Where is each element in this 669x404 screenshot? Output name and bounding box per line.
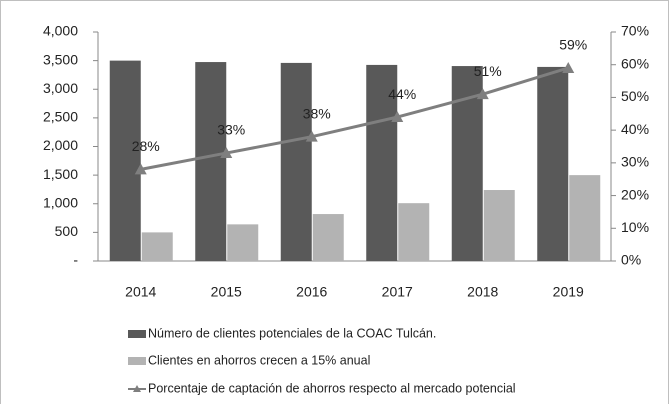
y-tick-label: 4,000 <box>43 23 78 39</box>
x-tick-label: 2014 <box>125 284 156 300</box>
marker <box>391 111 404 123</box>
data-label: 38% <box>303 105 331 121</box>
legend-label: Porcentaje de captación de ahorros respe… <box>148 381 516 395</box>
bar <box>227 224 259 261</box>
line <box>140 66 569 171</box>
legend-marker <box>133 385 141 392</box>
y2-tick-label: 0% <box>621 252 641 268</box>
x-tick-label: 2017 <box>382 284 413 300</box>
data-label: 51% <box>474 63 502 79</box>
y-tick-label: 2,000 <box>43 137 78 153</box>
y-tick-label: - <box>73 252 78 268</box>
legend-swatch <box>128 330 146 338</box>
bar <box>109 60 141 261</box>
bar <box>398 203 430 261</box>
x-tick-label: 2015 <box>211 284 242 300</box>
y2-tick-label: 70% <box>621 23 649 39</box>
y2-tick-label: 30% <box>621 154 649 170</box>
y-tick-label: 500 <box>55 223 79 239</box>
y-tick-label: 3,500 <box>43 51 78 67</box>
bar <box>195 62 227 262</box>
x-tick-label: 2019 <box>553 284 584 300</box>
marker <box>476 88 489 100</box>
marker <box>220 147 233 159</box>
y2-tick-label: 40% <box>621 121 649 137</box>
data-label: 33% <box>217 122 245 138</box>
data-label: 44% <box>388 86 416 102</box>
bar <box>366 64 398 261</box>
y-tick-label: 1,500 <box>43 166 78 182</box>
bar <box>141 232 173 261</box>
data-label: 28% <box>132 138 160 154</box>
legend-label: Clientes en ahorros crecen a 15% anual <box>148 353 370 367</box>
bar <box>569 175 601 261</box>
y2-tick-label: 10% <box>621 219 649 235</box>
bar <box>312 214 344 261</box>
legend-label: Número de clientes potenciales de la COA… <box>148 326 436 340</box>
x-tick-label: 2018 <box>467 284 498 300</box>
y-tick-label: 1,000 <box>43 194 78 210</box>
bar <box>280 62 312 261</box>
y-tick-label: 3,000 <box>43 80 78 96</box>
y-tick-label: 2,500 <box>43 109 78 125</box>
y2-tick-label: 50% <box>621 88 649 104</box>
marker <box>134 163 147 175</box>
y2-tick-label: 20% <box>621 186 649 202</box>
bar <box>537 66 569 261</box>
data-label: 59% <box>559 37 587 53</box>
legend-swatch <box>128 357 146 365</box>
x-tick-label: 2016 <box>296 284 327 300</box>
marker <box>305 130 318 142</box>
bar <box>483 190 515 261</box>
y2-tick-label: 60% <box>621 55 649 71</box>
marker <box>562 61 575 73</box>
